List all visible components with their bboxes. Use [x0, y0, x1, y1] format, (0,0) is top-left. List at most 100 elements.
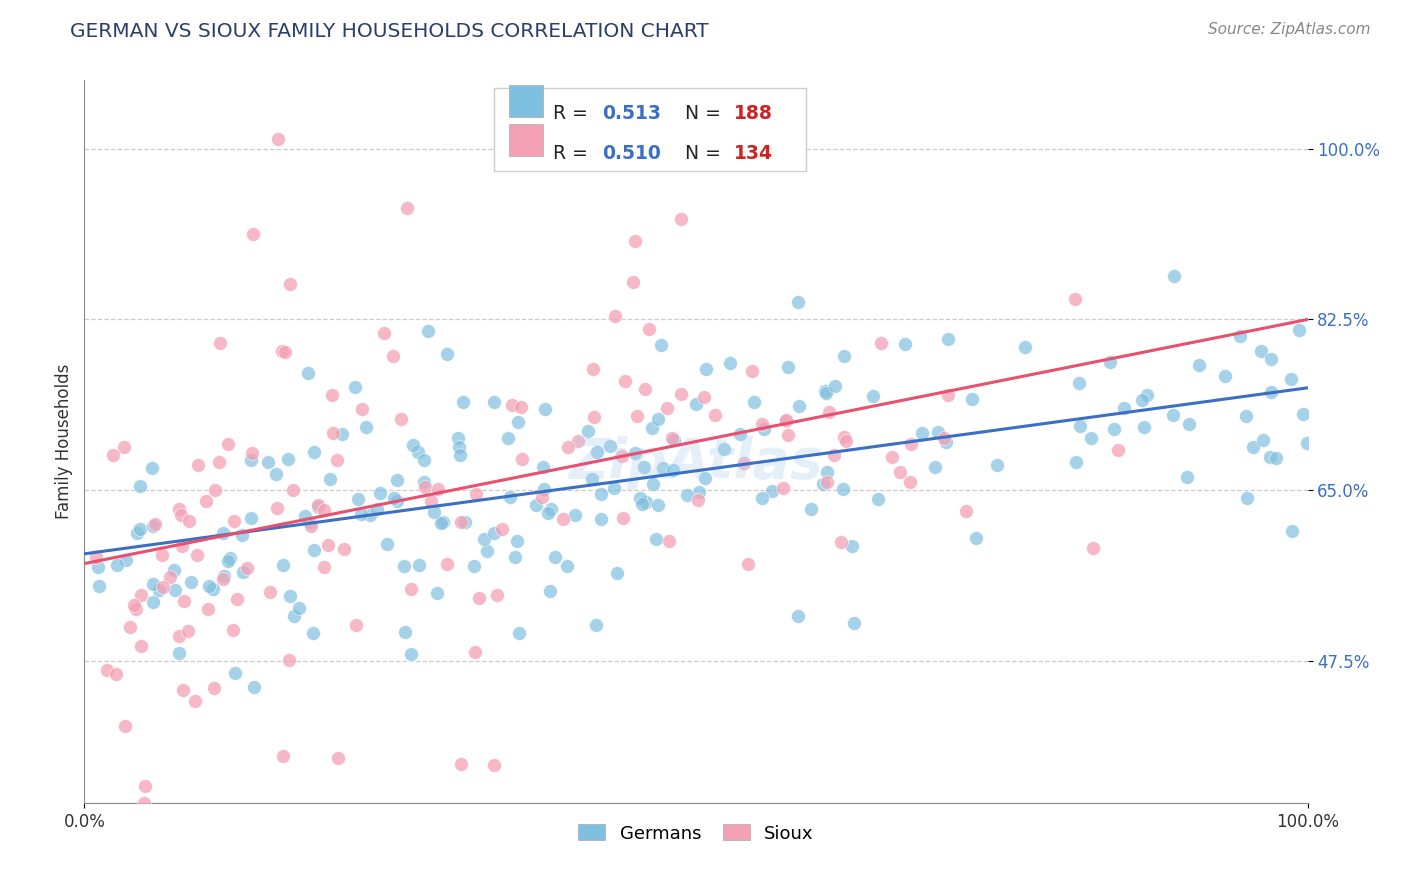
Point: [142, 519, 165, 533]
Point: [321, 388, 343, 402]
Point: [277, 653, 299, 667]
Point: [202, 681, 225, 696]
Point: [1234, 409, 1257, 424]
Point: [197, 602, 219, 616]
Point: [344, 618, 367, 632]
Text: R =: R =: [553, 104, 593, 123]
Point: [870, 336, 893, 351]
Point: [423, 505, 446, 519]
Point: [307, 498, 329, 512]
Point: [177, 514, 200, 528]
Point: [150, 548, 173, 562]
Point: [1236, 491, 1258, 506]
Point: [986, 458, 1008, 472]
Point: [302, 625, 325, 640]
Point: [232, 565, 254, 579]
Point: [89, 579, 111, 593]
Point: [503, 550, 526, 565]
Point: [354, 420, 377, 434]
Point: [740, 364, 762, 378]
Point: [835, 434, 858, 448]
Point: [475, 544, 498, 558]
Point: [742, 394, 765, 409]
Point: [211, 526, 233, 541]
Point: [120, 619, 142, 633]
Point: [733, 456, 755, 470]
Point: [288, 600, 311, 615]
Point: [159, 570, 181, 584]
Point: [1112, 401, 1135, 415]
Point: [347, 492, 370, 507]
Point: [127, 526, 149, 541]
Point: [775, 414, 797, 428]
Point: [533, 482, 555, 496]
Point: [898, 475, 921, 490]
Point: [180, 574, 202, 589]
Point: [1130, 392, 1153, 407]
Point: [647, 412, 669, 426]
Point: [787, 608, 810, 623]
Point: [368, 485, 391, 500]
Point: [426, 586, 449, 600]
Point: [776, 359, 799, 374]
Point: [1288, 323, 1310, 337]
Point: [1104, 422, 1126, 436]
Point: [669, 386, 692, 401]
Point: [1260, 384, 1282, 399]
Point: [202, 582, 225, 596]
Point: [208, 455, 231, 469]
Point: [624, 446, 647, 460]
Point: [236, 561, 259, 575]
Point: [591, 512, 613, 526]
Point: [242, 227, 264, 242]
Point: [585, 617, 607, 632]
Point: [538, 583, 561, 598]
Point: [187, 458, 209, 472]
Point: [352, 402, 374, 417]
Point: [350, 508, 373, 522]
Point: [960, 392, 983, 406]
Point: [638, 322, 661, 336]
Point: [1098, 355, 1121, 369]
Point: [184, 694, 207, 708]
Point: [510, 451, 533, 466]
Point: [408, 445, 430, 459]
Point: [811, 477, 834, 491]
Point: [240, 446, 263, 460]
Point: [568, 157, 591, 171]
Text: 188: 188: [734, 104, 773, 123]
Point: [1260, 352, 1282, 367]
Text: Source: ZipAtlas.com: Source: ZipAtlas.com: [1208, 22, 1371, 37]
Point: [540, 502, 562, 516]
Point: [676, 488, 699, 502]
Point: [537, 506, 560, 520]
Point: [243, 680, 266, 694]
Point: [501, 398, 523, 412]
Point: [266, 500, 288, 515]
Point: [281, 483, 304, 497]
Point: [375, 537, 398, 551]
Point: [576, 425, 599, 439]
Point: [633, 460, 655, 475]
Point: [302, 543, 325, 558]
Point: [589, 487, 612, 501]
Point: [508, 625, 530, 640]
Point: [703, 408, 725, 422]
Point: [401, 648, 423, 662]
Point: [125, 602, 148, 616]
Point: [432, 516, 454, 530]
Point: [169, 646, 191, 660]
Point: [271, 558, 294, 572]
Point: [761, 483, 783, 498]
Point: [1081, 541, 1104, 556]
FancyBboxPatch shape: [509, 85, 543, 117]
Point: [531, 490, 554, 504]
Point: [278, 589, 301, 603]
Point: [408, 558, 430, 572]
Point: [449, 449, 471, 463]
Point: [834, 430, 856, 444]
Point: [498, 432, 520, 446]
Point: [172, 683, 194, 698]
Text: 0.513: 0.513: [602, 104, 661, 123]
Point: [737, 557, 759, 571]
